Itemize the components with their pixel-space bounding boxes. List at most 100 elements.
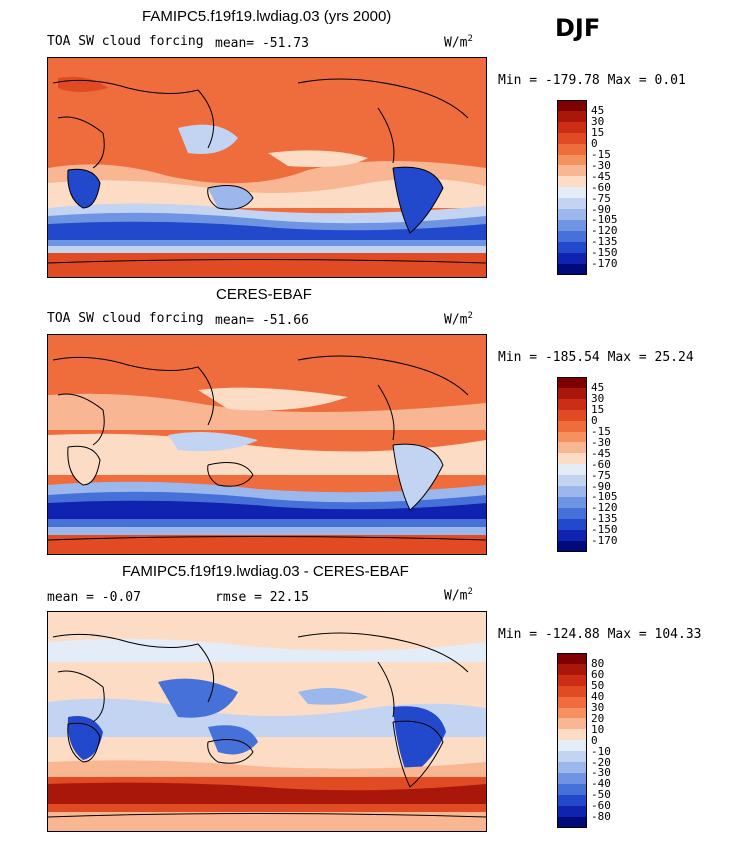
colorbar-swatch xyxy=(557,507,587,520)
colorbar-tick-label: 10 xyxy=(591,722,605,736)
colorbar-swatch xyxy=(557,219,587,232)
colorbar-tick-label: -120 xyxy=(591,224,618,238)
colorbar-tick-label: -135 xyxy=(591,235,618,249)
colorbar-swatch xyxy=(557,453,587,465)
colorbar-swatch xyxy=(557,143,587,155)
colorbar-swatch xyxy=(557,154,587,166)
colorbar-swatch xyxy=(557,464,587,476)
colorbar-tick-label: 15 xyxy=(591,126,605,140)
colorbar-swatch xyxy=(557,387,587,400)
colorbar-swatch xyxy=(557,252,587,264)
colorbar-swatch xyxy=(557,263,587,275)
colorbar-tick-label: 45 xyxy=(591,381,605,395)
colorbar-tick-label: -15 xyxy=(591,148,611,161)
colorbar-tick-label: -45 xyxy=(591,446,611,460)
colorbar-swatch xyxy=(557,165,587,177)
colorbar-tick-label: -90 xyxy=(591,479,611,493)
panel2-field-label: TOA SW cloud forcing xyxy=(47,311,204,326)
colorbar-swatch xyxy=(557,751,587,763)
colorbar-swatch xyxy=(557,540,587,552)
panel1-field-label: TOA SW cloud forcing xyxy=(47,34,204,49)
colorbar-swatch xyxy=(557,740,587,752)
colorbar-swatch xyxy=(557,132,587,145)
panel1-title: FAMIPC5.f19f19.lwdiag.03 (yrs 2000) xyxy=(142,8,392,25)
panel3-rmse: rmse = 22.15 xyxy=(215,590,309,605)
colorbar-swatch xyxy=(557,176,587,188)
colorbar-swatch xyxy=(557,663,587,676)
colorbar-tick-label: -75 xyxy=(591,191,611,205)
panel1-mean: mean= -51.73 xyxy=(215,36,309,51)
colorbar-swatch xyxy=(557,762,587,774)
colorbar-swatch xyxy=(557,241,587,254)
colorbar-swatch xyxy=(557,100,587,112)
colorbar-tick-label: 40 xyxy=(591,690,605,704)
colorbar-tick-label: -10 xyxy=(591,744,611,758)
colorbar-swatch xyxy=(557,187,587,199)
colorbar-swatch xyxy=(557,729,587,741)
colorbar-tick-label: -30 xyxy=(591,766,611,780)
colorbar-swatch xyxy=(557,209,587,221)
colorbar-tick-label: -50 xyxy=(591,788,611,802)
colorbar-tick-label: 60 xyxy=(591,668,605,682)
colorbar-swatch xyxy=(557,431,587,443)
panel2-units: W/m2 xyxy=(444,311,473,328)
colorbar-tick-label: -60 xyxy=(591,457,611,471)
panel2-minmax: Min = -185.54 Max = 25.24 xyxy=(498,350,694,365)
colorbar-tick-label: -170 xyxy=(591,534,618,547)
panel2-title: CERES-EBAF xyxy=(216,286,312,303)
colorbar-swatch xyxy=(557,475,587,487)
colorbar-tick-label: -60 xyxy=(591,799,611,813)
colorbar-tick-label: -30 xyxy=(591,158,611,172)
colorbar-tick-label: -15 xyxy=(591,425,611,438)
colorbar-tick-label: -150 xyxy=(591,523,618,537)
colorbar-tick-label: -45 xyxy=(591,169,611,183)
colorbar-swatch xyxy=(557,805,587,817)
colorbar-swatch xyxy=(557,674,587,687)
colorbar-tick-label: -105 xyxy=(591,490,618,504)
colorbar-swatch xyxy=(557,398,587,411)
panel3-mean: mean = -0.07 xyxy=(47,590,141,605)
colorbar-swatch xyxy=(557,529,587,541)
colorbar-swatch xyxy=(557,518,587,531)
colorbar-tick-label: -105 xyxy=(591,213,618,227)
colorbar-tick-label: -135 xyxy=(591,512,618,526)
colorbar-tick-label: 50 xyxy=(591,679,605,693)
colorbar-tick-label: -120 xyxy=(591,501,618,515)
panel3-units: W/m2 xyxy=(444,587,473,604)
colorbar-tick-label: 0 xyxy=(591,137,598,151)
colorbar-tick-label: 80 xyxy=(591,657,605,671)
panel1-units: W/m2 xyxy=(444,34,473,51)
colorbar-swatch xyxy=(557,653,587,665)
panel2-map xyxy=(47,334,487,555)
colorbar-tick-label: 0 xyxy=(591,414,598,428)
season-label: DJF xyxy=(555,14,601,42)
panel3-map xyxy=(47,611,487,832)
colorbar-swatch xyxy=(557,486,587,498)
colorbar-swatch xyxy=(557,696,587,708)
colorbar-tick-label: 15 xyxy=(591,403,605,417)
colorbar-tick-label: -170 xyxy=(591,257,618,270)
colorbar-swatch xyxy=(557,409,587,422)
colorbar-swatch xyxy=(557,377,587,389)
colorbar-swatch xyxy=(557,230,587,243)
colorbar-tick-label: -90 xyxy=(591,202,611,216)
colorbar-swatch xyxy=(557,772,587,785)
colorbar-tick-label: -80 xyxy=(591,810,611,823)
panel3-title: FAMIPC5.f19f19.lwdiag.03 - CERES-EBAF xyxy=(122,563,409,580)
panel1-minmax: Min = -179.78 Max = 0.01 xyxy=(498,73,686,88)
colorbar-swatch xyxy=(557,442,587,454)
colorbar-tick-label: -60 xyxy=(591,180,611,194)
colorbar-tick-label: -20 xyxy=(591,755,611,769)
colorbar-tick-label: -75 xyxy=(591,468,611,482)
panel3-minmax: Min = -124.88 Max = 104.33 xyxy=(498,627,702,642)
colorbar-tick-label: 30 xyxy=(591,701,605,714)
colorbar-tick-label: -40 xyxy=(591,777,611,791)
colorbar-tick-label: 20 xyxy=(591,711,605,725)
colorbar-tick-label: 0 xyxy=(591,733,598,747)
colorbar-tick-label: 45 xyxy=(591,104,605,118)
colorbar-swatch xyxy=(557,718,587,730)
colorbar-tick-label: -150 xyxy=(591,246,618,260)
colorbar-swatch xyxy=(557,110,587,123)
panel1-map xyxy=(47,57,487,278)
colorbar-swatch xyxy=(557,783,587,796)
